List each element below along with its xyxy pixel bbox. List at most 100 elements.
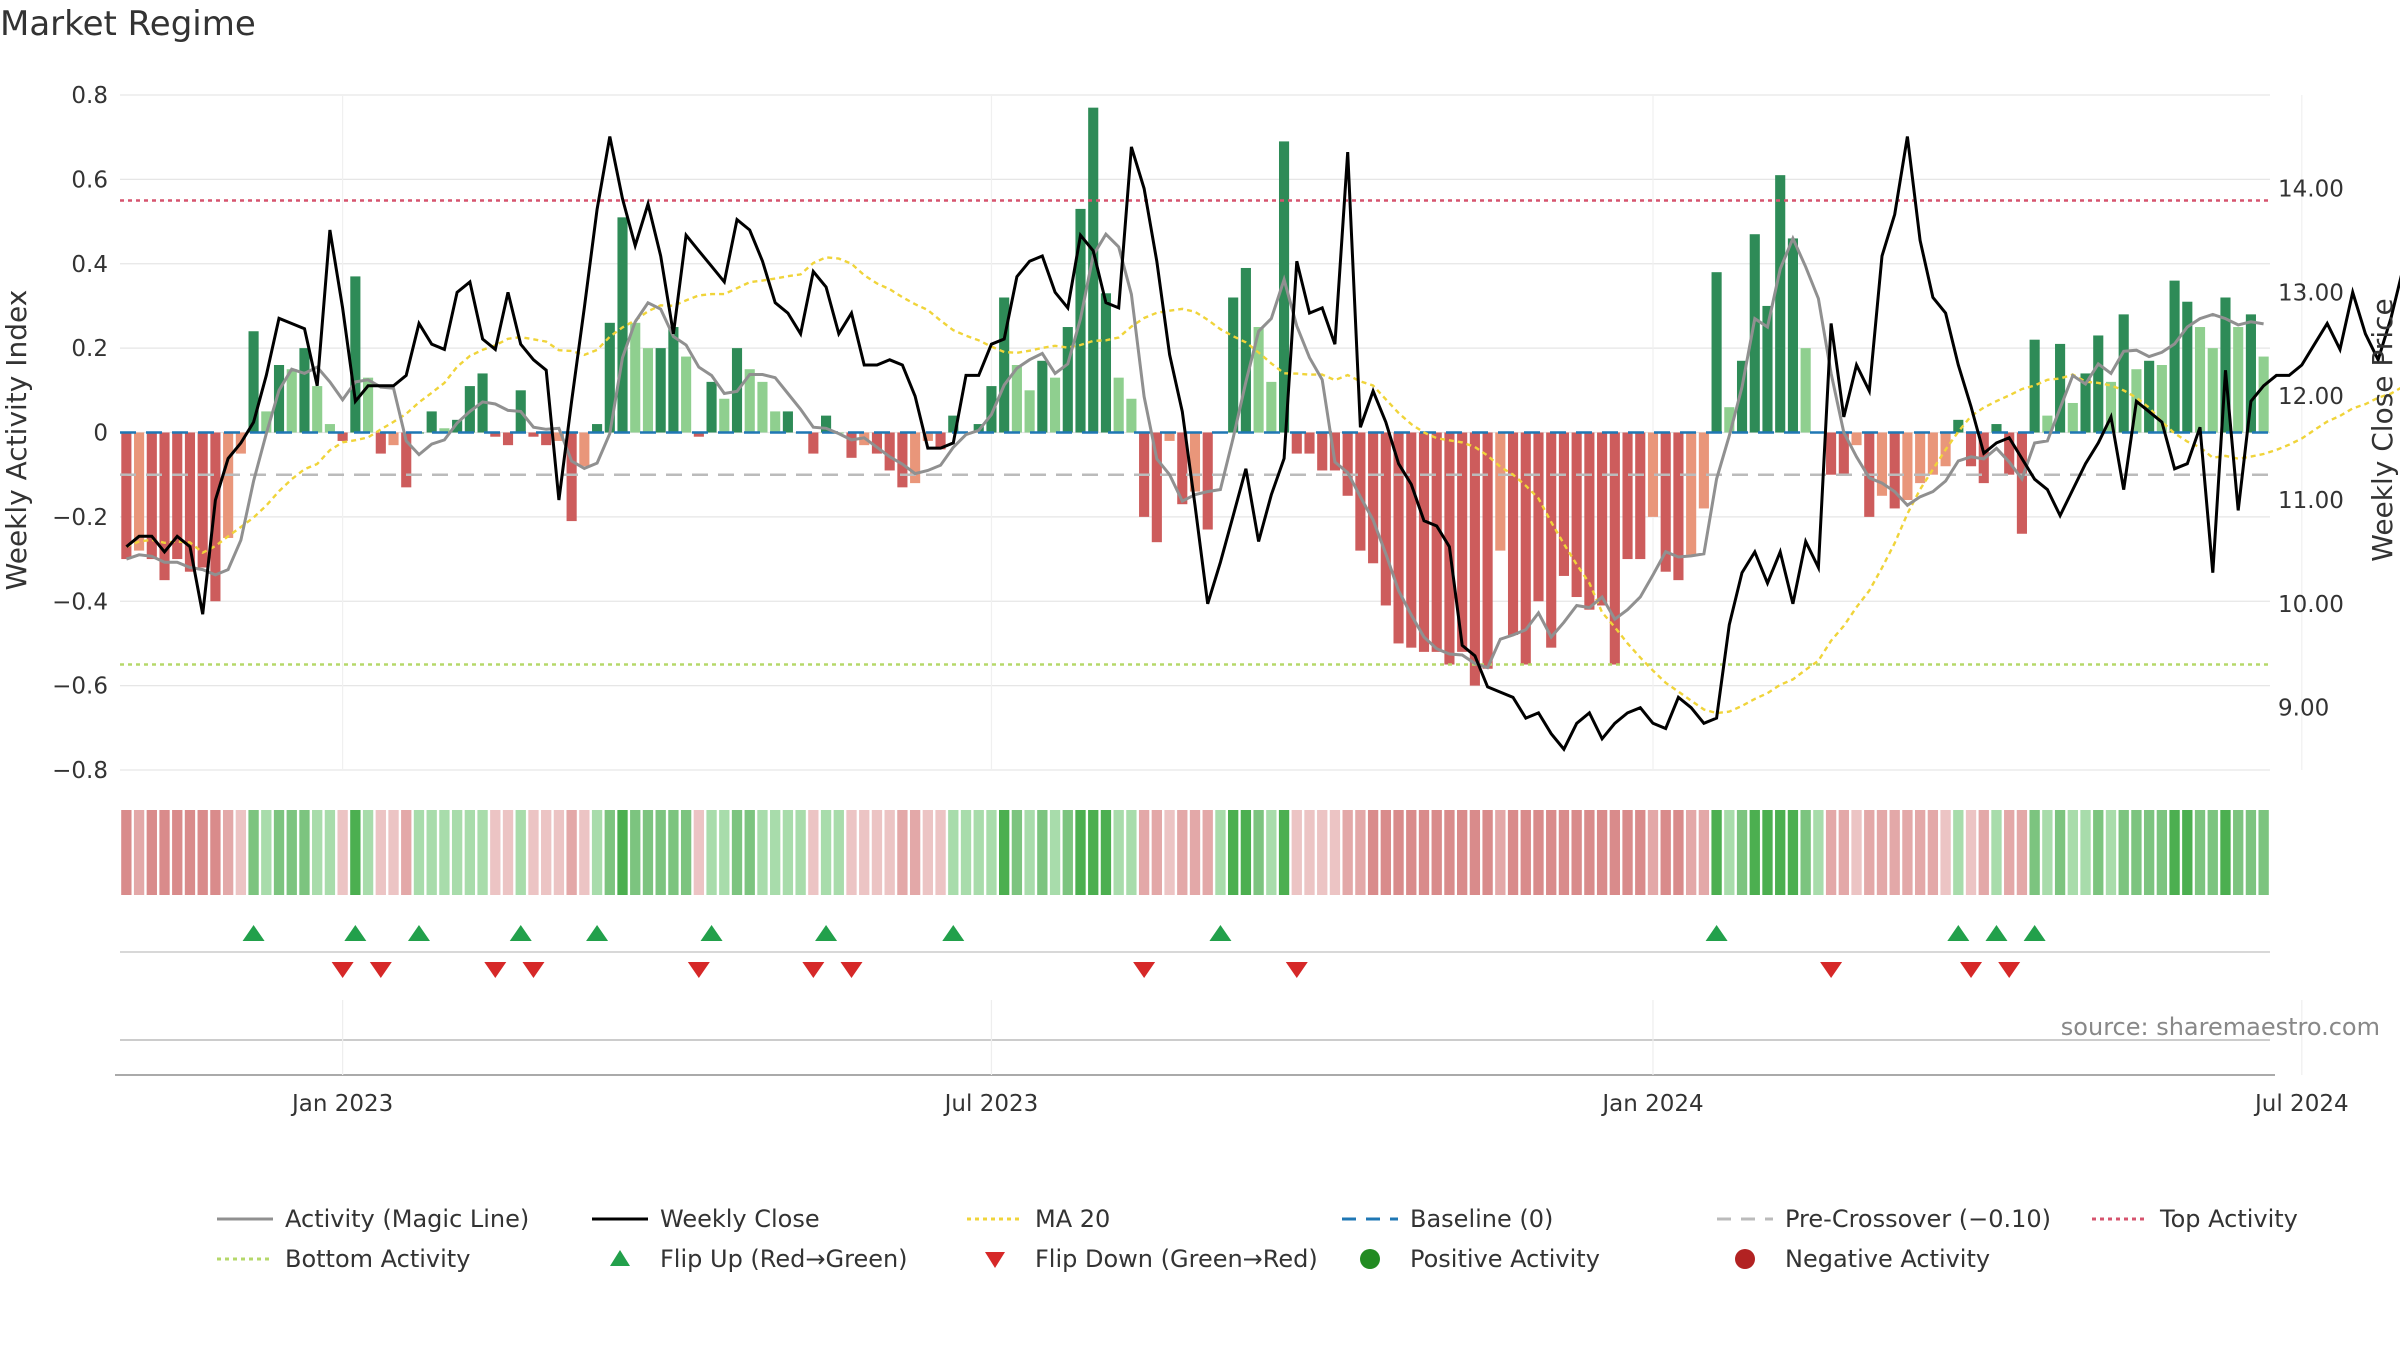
- regime-cell: [1927, 810, 1939, 895]
- regime-cell: [566, 810, 577, 895]
- regime-cell: [375, 810, 386, 895]
- flip-up-marker: [1705, 925, 1728, 941]
- activity-bar: [655, 348, 666, 433]
- regime-cell: [2042, 810, 2053, 895]
- activity-bar: [1457, 432, 1468, 652]
- activity-bar: [1202, 432, 1213, 530]
- activity-bar: [630, 322, 641, 433]
- activity-bar: [324, 424, 335, 433]
- regime-cell: [1418, 810, 1430, 895]
- regime-cell: [833, 810, 844, 895]
- regime-cell: [960, 810, 972, 895]
- flip-up-marker: [242, 925, 265, 941]
- regime-cell: [1558, 810, 1570, 895]
- activity-bar: [210, 432, 221, 602]
- activity-bar: [2118, 314, 2129, 433]
- regime-cell: [1635, 810, 1646, 895]
- activity-bar: [1329, 432, 1341, 471]
- activity-bar: [2194, 327, 2206, 433]
- flip-down-marker: [687, 962, 710, 978]
- regime-cell: [1240, 810, 1252, 895]
- activity-bar: [1520, 432, 1531, 665]
- regime-cell: [490, 810, 501, 895]
- regime-cell: [1838, 810, 1849, 895]
- legend-item: Flip Up (Red→Green): [590, 1245, 965, 1273]
- regime-cell: [859, 810, 870, 895]
- activity-bar: [871, 432, 883, 454]
- reference-lines: [120, 199, 2270, 666]
- activity-bar: [2067, 402, 2078, 433]
- regime-cell: [1177, 810, 1188, 895]
- regime-cell: [1456, 810, 1468, 895]
- x-tick-label: Jul 2023: [943, 1091, 1039, 1117]
- y-tick-label: 0.2: [71, 336, 108, 362]
- activity-bar: [1698, 432, 1709, 509]
- flip-up-marker: [815, 925, 838, 941]
- regime-cell: [1113, 810, 1124, 895]
- regime-cell: [1940, 810, 1951, 895]
- regime-cell: [299, 810, 310, 895]
- activity-bar: [184, 432, 196, 572]
- activity-bar: [273, 365, 285, 433]
- regime-cell: [1978, 810, 1989, 895]
- legend-swatch: [985, 1252, 1005, 1268]
- flip-up-marker: [1209, 925, 1232, 941]
- regime-cell: [757, 810, 768, 895]
- activity-bar: [1431, 432, 1442, 652]
- flip-up-marker: [344, 925, 367, 941]
- activity-bar: [1177, 432, 1188, 505]
- activity-bar: [2029, 339, 2040, 433]
- regime-cell: [1228, 810, 1239, 895]
- activity-bar: [1406, 432, 1417, 648]
- regime-cell: [591, 810, 603, 895]
- regime-cell: [1914, 810, 1926, 895]
- regime-cell: [362, 810, 374, 895]
- activity-bar: [948, 415, 959, 433]
- activity-bar: [121, 432, 132, 560]
- legend-swatch: [967, 1217, 1023, 1221]
- activity-bar: [426, 411, 437, 433]
- regime-cell: [1495, 810, 1506, 895]
- activity-bar: [1037, 360, 1048, 433]
- legend-item: Weekly Close: [590, 1205, 965, 1233]
- legend-item: Flip Down (Green→Red): [965, 1245, 1340, 1273]
- activity-bar: [1495, 432, 1506, 551]
- activity-bar: [1228, 297, 1239, 433]
- regime-cell: [1991, 810, 2002, 895]
- activity-bar: [2016, 432, 2027, 534]
- y-tick-label: −0.6: [52, 674, 108, 700]
- regime-cell: [1355, 810, 1366, 895]
- regime-cell: [1660, 810, 1671, 895]
- regime-cell: [1342, 810, 1353, 895]
- activity-bar: [693, 432, 704, 437]
- activity-bar: [1686, 432, 1697, 555]
- legend-swatch: [592, 1217, 648, 1221]
- activity-bar: [1787, 238, 1798, 433]
- activity-bar: [1711, 272, 1722, 433]
- regime-cell: [1673, 810, 1684, 895]
- activity-bar: [566, 432, 577, 522]
- regime-cell: [1864, 810, 1875, 895]
- legend-swatch: [1360, 1249, 1380, 1269]
- regime-cell: [884, 810, 895, 895]
- regime-cell: [1431, 810, 1442, 895]
- regime-cell: [1775, 810, 1786, 895]
- legend-label: Flip Up (Red→Green): [660, 1245, 908, 1273]
- regime-cell: [1024, 810, 1035, 895]
- activity-bar: [1826, 432, 1837, 475]
- regime-cell: [324, 810, 336, 895]
- regime-cell: [2093, 810, 2104, 895]
- regime-cell: [1037, 810, 1048, 895]
- regime-cell: [2131, 810, 2142, 895]
- activity-bar: [579, 432, 590, 467]
- flip-down-marker: [331, 962, 354, 978]
- regime-cell: [744, 810, 755, 895]
- activity-bar: [1953, 419, 1964, 433]
- regime-cell: [1724, 810, 1735, 895]
- legend-item: Bottom Activity: [215, 1245, 590, 1273]
- y2-tick-label: 13.00: [2278, 280, 2344, 306]
- activity-bar: [1049, 377, 1061, 433]
- regime-cell: [820, 810, 832, 895]
- activity-bar: [261, 411, 272, 433]
- regime-cell: [1049, 810, 1061, 895]
